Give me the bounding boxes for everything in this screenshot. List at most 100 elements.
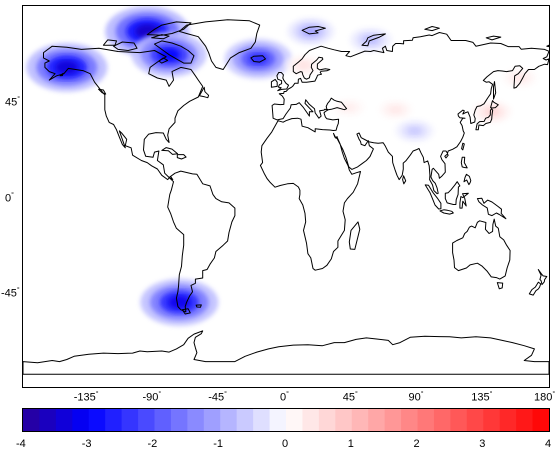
colorbar-step bbox=[269, 409, 287, 431]
coastline-severnaya-zemlya bbox=[424, 26, 440, 32]
colorbar-tick-label: 2 bbox=[413, 438, 420, 450]
coastline-madagascar bbox=[348, 221, 361, 250]
coastline-svalbard bbox=[301, 26, 326, 35]
colorbar bbox=[22, 408, 550, 432]
colorbar-step bbox=[335, 409, 353, 431]
y-tick-label: -45° bbox=[1, 286, 20, 300]
coastline-philippines-south bbox=[463, 173, 472, 186]
x-tick-label: -45° bbox=[208, 391, 227, 404]
colorbar-tick-label: 3 bbox=[479, 438, 486, 450]
coastline-sakhalin bbox=[493, 81, 497, 100]
colorbar-tick-label: 1 bbox=[347, 438, 354, 450]
x-tick-label: -90° bbox=[142, 391, 162, 404]
colorbar-tick-label: 4 bbox=[545, 438, 552, 450]
coastline-tasmania bbox=[496, 282, 504, 290]
colorbar-step bbox=[203, 409, 221, 431]
anomaly-tibet bbox=[394, 118, 435, 144]
coastline-banks-isl bbox=[102, 39, 117, 46]
colorbar-tick-label: 0 bbox=[282, 438, 289, 450]
coastline-japan bbox=[475, 108, 494, 131]
colorbar-step bbox=[417, 409, 435, 431]
coastline-java bbox=[439, 209, 454, 215]
colorbar-step bbox=[483, 409, 501, 431]
anomaly-field bbox=[26, 6, 538, 326]
coastline-sri-lanka bbox=[402, 175, 407, 185]
x-tick-label: 45° bbox=[342, 391, 358, 404]
coastline-hainan bbox=[444, 153, 449, 159]
colorbar-step bbox=[368, 409, 386, 431]
anomaly-kamchatka bbox=[501, 67, 538, 89]
coastline-new-zealand-s bbox=[528, 281, 542, 296]
colorbar-step bbox=[532, 409, 549, 431]
coastline-philippines-luzon bbox=[460, 156, 468, 169]
coastline-baffin bbox=[154, 40, 195, 64]
colorbar-step bbox=[450, 409, 468, 431]
coastline-ireland bbox=[270, 78, 278, 88]
colorbar-step bbox=[516, 409, 534, 431]
coastline-sulawesi bbox=[459, 192, 469, 209]
colorbar-step bbox=[236, 409, 254, 431]
colorbar-step bbox=[401, 409, 418, 431]
colorbar-step bbox=[154, 409, 172, 431]
coastline-hispaniola bbox=[176, 154, 187, 160]
coastline-sumatra bbox=[424, 184, 442, 210]
coastline-vancouver-isl bbox=[98, 88, 107, 95]
colorbar-step bbox=[351, 409, 369, 431]
coastline-new-zealand-n bbox=[537, 269, 548, 286]
colorbar-step bbox=[220, 409, 238, 431]
coastline-south-america bbox=[167, 170, 236, 313]
x-tick-label: 90° bbox=[408, 391, 424, 404]
coastline-wrangel bbox=[546, 44, 549, 48]
coastline-borneo bbox=[444, 181, 461, 205]
x-tick-label: -135° bbox=[73, 391, 99, 404]
anomaly-svalbard bbox=[286, 17, 335, 46]
world-map bbox=[23, 6, 549, 375]
coastline-falklands bbox=[195, 304, 202, 308]
colorbar-step bbox=[187, 409, 205, 431]
x-tick-label: 180° bbox=[534, 391, 556, 404]
coastline-new-siberian-isl bbox=[485, 35, 502, 41]
coastline-southampton-isl bbox=[158, 57, 169, 64]
colorbar-tick-label: -4 bbox=[16, 438, 26, 450]
y-tick-label: 0° bbox=[5, 191, 14, 205]
colorbar-step bbox=[286, 409, 303, 431]
colorbar-tick-label: -3 bbox=[81, 438, 92, 450]
colorbar-step bbox=[318, 409, 336, 431]
colorbar-step bbox=[23, 409, 40, 431]
coastline-britain bbox=[276, 72, 289, 92]
x-tick-label: 135° bbox=[471, 391, 493, 404]
colorbar-step bbox=[72, 409, 90, 431]
coastline-north-america bbox=[43, 45, 204, 181]
colorbar-step bbox=[433, 409, 451, 431]
coastline-devon-isl bbox=[151, 34, 170, 40]
colorbar-step bbox=[105, 409, 123, 431]
coastline-newfoundland bbox=[198, 86, 210, 99]
anomaly-alaska bbox=[26, 43, 108, 92]
colorbar-step bbox=[253, 409, 271, 431]
anomaly-central-asia bbox=[377, 98, 414, 121]
x-tick-label: 0° bbox=[280, 391, 289, 404]
coastline-taiwan bbox=[461, 142, 465, 151]
coastline-new-guinea bbox=[476, 197, 507, 220]
map-panel bbox=[22, 5, 550, 388]
coastline-victoria-isl bbox=[113, 41, 138, 51]
coastline-tierra-del-fuego bbox=[181, 308, 191, 315]
coastline-antarctica bbox=[23, 330, 549, 375]
coastline-ellesmere bbox=[146, 21, 192, 36]
coastlines bbox=[23, 19, 549, 375]
colorbar-step bbox=[170, 409, 188, 431]
coastline-novaya-zemlya bbox=[361, 33, 386, 47]
colorbar-step bbox=[466, 409, 484, 431]
colorbar-step bbox=[88, 409, 106, 431]
coastline-australia bbox=[452, 218, 511, 280]
y-tick-label: 45° bbox=[5, 96, 21, 109]
anomaly-patagonia bbox=[140, 278, 219, 326]
colorbar-tick-label: -2 bbox=[147, 438, 158, 450]
colorbar-tick-label: -1 bbox=[213, 438, 224, 450]
colorbar-step bbox=[138, 409, 155, 431]
colorbar-step bbox=[384, 409, 402, 431]
coastline-greenland bbox=[178, 19, 261, 70]
colorbar-step bbox=[499, 409, 517, 431]
coastline-kodiak bbox=[59, 72, 64, 77]
coastline-cuba bbox=[161, 147, 179, 155]
